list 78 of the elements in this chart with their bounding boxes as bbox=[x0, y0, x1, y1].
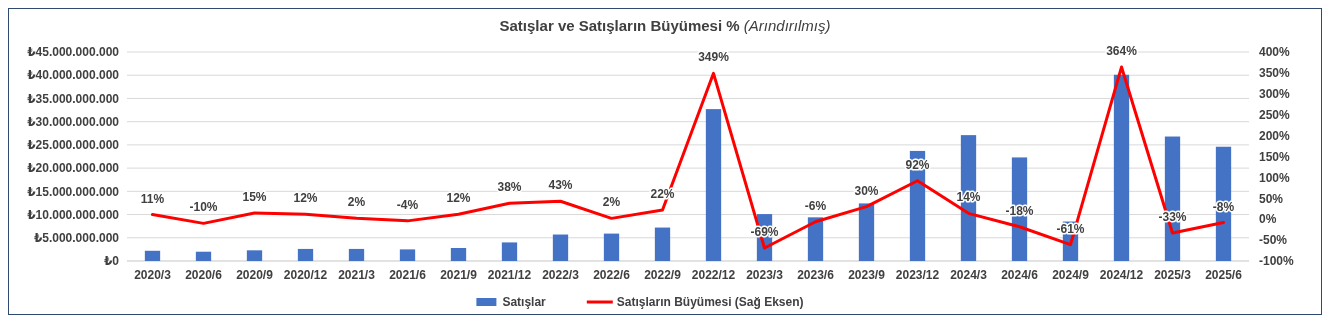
x-tick-label: 2022/12 bbox=[691, 268, 736, 282]
x-tick-label: 2024/12 bbox=[1099, 268, 1144, 282]
x-tick-label: 2023/12 bbox=[895, 268, 940, 282]
y2-tick-label: -100% bbox=[1259, 254, 1295, 269]
x-tick-label: 2021/6 bbox=[389, 268, 427, 282]
y2-tick-label: 0% bbox=[1259, 212, 1277, 227]
chart-title: Satışlar ve Satışların Büyümesi % (Arındırılmış) bbox=[499, 17, 831, 34]
data-label: 364% bbox=[1106, 44, 1138, 59]
data-label: -61% bbox=[1056, 221, 1085, 236]
data-label: -4% bbox=[396, 197, 419, 212]
y2-tick-label: 150% bbox=[1259, 149, 1291, 164]
y-tick-label: ₺0 bbox=[103, 254, 120, 269]
bar bbox=[195, 251, 212, 261]
data-label: 12% bbox=[446, 191, 471, 206]
y2-tick-label: 350% bbox=[1259, 66, 1291, 81]
bar bbox=[807, 217, 824, 261]
bar bbox=[603, 233, 620, 261]
bar bbox=[399, 249, 416, 261]
y-tick-label: ₺45.000.000.000 bbox=[27, 45, 120, 60]
bar bbox=[552, 234, 569, 261]
x-tick-label: 2024/3 bbox=[950, 268, 988, 282]
data-label: 11% bbox=[140, 191, 165, 206]
legend-label: Satışlar bbox=[502, 295, 547, 310]
data-label: -10% bbox=[189, 200, 218, 215]
y2-tick-label: 300% bbox=[1259, 87, 1291, 101]
x-tick-label: 2021/3 bbox=[338, 268, 376, 282]
bar bbox=[501, 242, 518, 261]
y-tick-label: ₺35.000.000.000 bbox=[27, 91, 120, 106]
data-label: 2% bbox=[602, 195, 621, 210]
bar bbox=[705, 109, 722, 261]
y2-tick-label: -50% bbox=[1259, 233, 1288, 248]
bar bbox=[858, 203, 875, 261]
x-tick-label: 2021/9 bbox=[440, 268, 478, 282]
x-tick-label: 2022/9 bbox=[644, 268, 682, 282]
x-tick-label: 2024/6 bbox=[1001, 268, 1039, 282]
x-tick-label: 2022/6 bbox=[593, 268, 631, 282]
bar bbox=[297, 248, 314, 261]
data-label: 30% bbox=[854, 183, 879, 198]
data-label: 2% bbox=[347, 195, 366, 210]
x-tick-label: 2020/12 bbox=[283, 268, 328, 282]
bar bbox=[1113, 74, 1130, 261]
x-tick-label: 2020/3 bbox=[134, 268, 172, 282]
x-tick-label: 2023/6 bbox=[797, 268, 835, 282]
y-tick-label: ₺15.000.000.000 bbox=[27, 184, 120, 199]
data-label: -33% bbox=[1158, 209, 1187, 224]
data-label: 349% bbox=[698, 50, 730, 65]
y-tick-label: ₺5.000.000.000 bbox=[33, 230, 120, 245]
x-tick-label: 2020/6 bbox=[185, 268, 223, 282]
x-tick-label: 2025/6 bbox=[1205, 268, 1243, 282]
legend-label: Satışların Büyümesi (Sağ Eksen) bbox=[616, 295, 804, 310]
x-tick-label: 2023/9 bbox=[848, 268, 886, 282]
y2-tick-label: 400% bbox=[1259, 45, 1291, 60]
bar bbox=[144, 250, 161, 261]
y-tick-label: ₺20.000.000.000 bbox=[27, 161, 120, 176]
y2-tick-label: 100% bbox=[1259, 170, 1291, 185]
data-label: 38% bbox=[497, 180, 522, 195]
bar bbox=[348, 248, 365, 261]
x-tick-label: 2022/3 bbox=[542, 268, 580, 282]
y-tick-label: ₺30.000.000.000 bbox=[27, 114, 120, 129]
x-tick-label: 2021/12 bbox=[487, 268, 532, 282]
y2-tick-label: 200% bbox=[1259, 128, 1291, 143]
x-tick-label: 2020/9 bbox=[236, 268, 274, 282]
x-tick-label: 2023/3 bbox=[746, 268, 784, 282]
data-label: 43% bbox=[548, 178, 573, 193]
y-tick-label: ₺10.000.000.000 bbox=[27, 207, 120, 222]
data-label: 15% bbox=[242, 189, 267, 204]
y2-tick-label: 50% bbox=[1259, 191, 1284, 206]
bar bbox=[246, 250, 263, 261]
y-tick-label: ₺40.000.000.000 bbox=[27, 68, 120, 83]
data-label: -6% bbox=[804, 198, 827, 213]
data-label: 12% bbox=[293, 191, 318, 206]
x-tick-label: 2025/3 bbox=[1154, 268, 1192, 282]
data-label: -69% bbox=[750, 225, 779, 240]
y-tick-label: ₺25.000.000.000 bbox=[27, 138, 120, 153]
y2-tick-label: 250% bbox=[1259, 107, 1291, 122]
bar bbox=[450, 248, 467, 261]
x-tick-label: 2024/9 bbox=[1052, 268, 1090, 282]
bar bbox=[654, 227, 671, 261]
